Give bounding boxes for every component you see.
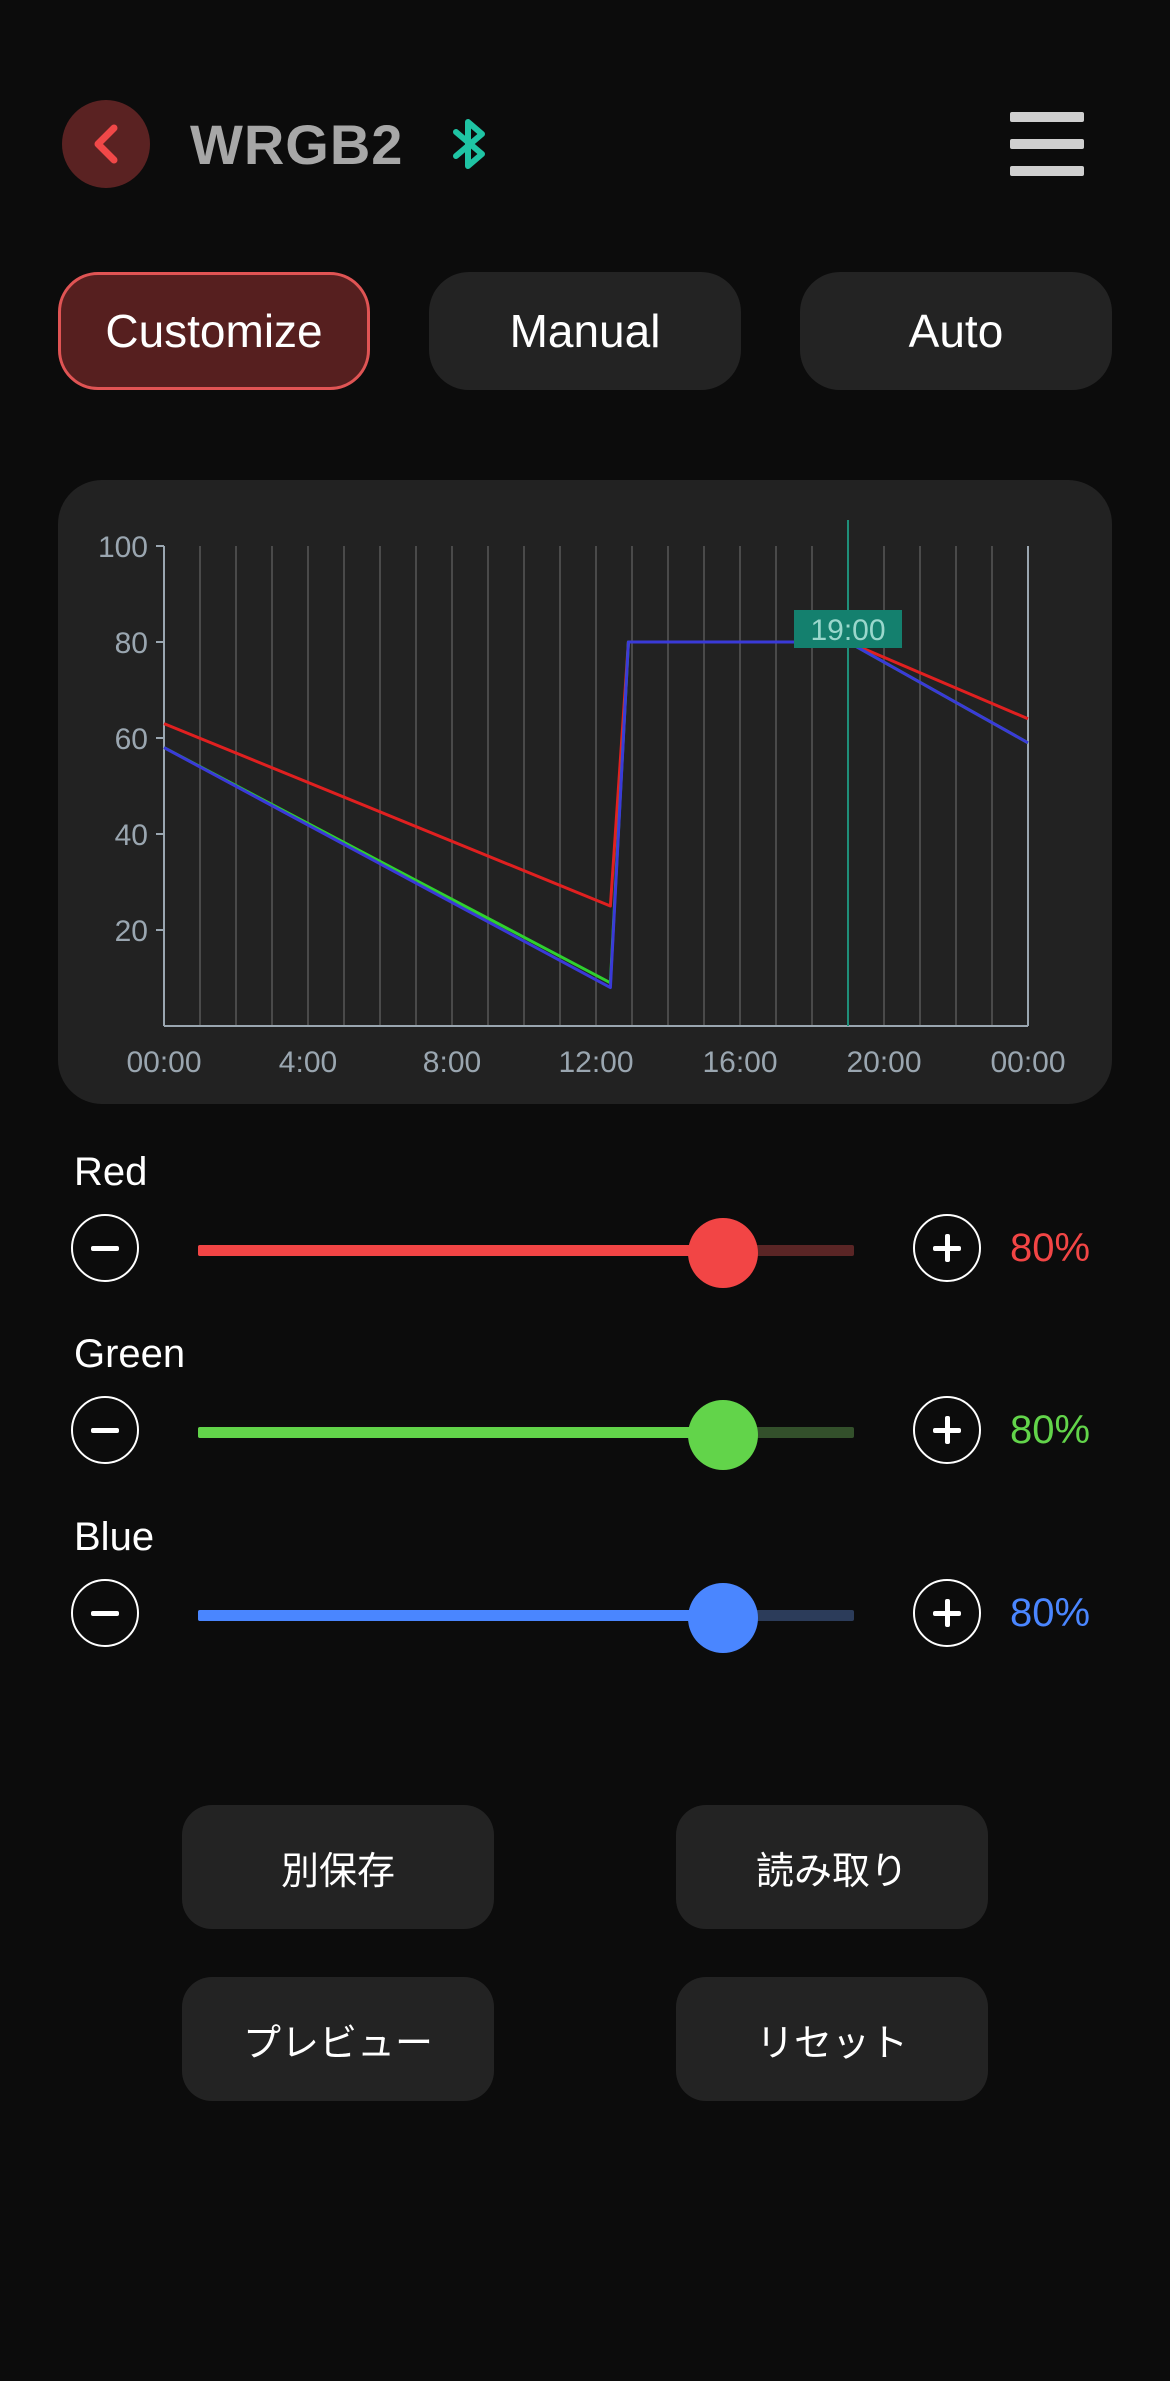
auto-mode-button[interactable]: Auto: [800, 272, 1112, 390]
schedule-chart[interactable]: 20 40 60 80 100 00:00 4:00 8:00 12:00 16:00 20:00 0…: [58, 480, 1112, 1104]
cursor-label: 19:00: [810, 614, 885, 647]
menu-bar: [1010, 139, 1084, 149]
green-increase-button[interactable]: [913, 1396, 981, 1464]
menu-bar: [1010, 166, 1084, 176]
hamburger-menu-icon: [1010, 112, 1084, 122]
menu-button[interactable]: [1010, 112, 1084, 176]
red-slider[interactable]: [198, 1218, 854, 1288]
y-tick-label: 40: [115, 819, 148, 852]
device-title: WRGB2: [190, 113, 404, 176]
read-button[interactable]: 読み取り: [676, 1805, 988, 1929]
slider-fill: [198, 1245, 723, 1256]
chevron-left-icon: [94, 124, 118, 164]
bluetooth-icon: [453, 119, 485, 169]
customize-mode-button[interactable]: Customize: [58, 272, 370, 390]
save-as-button[interactable]: 別保存: [182, 1805, 494, 1929]
green-value: 80%: [1010, 1408, 1091, 1452]
slider-fill: [198, 1427, 723, 1438]
header: WRGB2: [0, 0, 1170, 290]
slider-fill: [198, 1610, 723, 1621]
cursor-label-bg: [794, 610, 902, 648]
slider-thumb[interactable]: [687, 1583, 758, 1653]
slider-thumb[interactable]: [687, 1400, 758, 1470]
reset-button[interactable]: リセット: [676, 1977, 988, 2101]
y-tick-label: 80: [115, 627, 148, 660]
channel-label-red: Red: [74, 1150, 148, 1194]
green-slider[interactable]: [198, 1400, 854, 1470]
manual-mode-button[interactable]: Manual: [429, 272, 741, 390]
blue-value: 80%: [1010, 1591, 1091, 1635]
mode-selector: Customize Manual Auto: [58, 272, 1112, 390]
x-tick-label: 12:00: [558, 1046, 633, 1079]
red-decrease-button[interactable]: [71, 1214, 139, 1282]
blue-slider[interactable]: [198, 1583, 854, 1653]
x-tick-label: 00:00: [126, 1046, 201, 1079]
red-value: 80%: [1010, 1226, 1091, 1270]
blue-increase-button[interactable]: [913, 1579, 981, 1647]
channel-red: Red 80%: [0, 1150, 1170, 1320]
slider-thumb[interactable]: [687, 1218, 758, 1288]
x-tick-label: 00:00: [990, 1046, 1065, 1079]
x-tick-label: 16:00: [702, 1046, 777, 1079]
series-line: [163, 640, 1029, 990]
channel-label-green: Green: [74, 1332, 186, 1376]
y-tick-label: 100: [98, 531, 148, 564]
y-tick-label: 20: [115, 915, 148, 948]
red-increase-button[interactable]: [913, 1214, 981, 1282]
channel-label-blue: Blue: [74, 1515, 155, 1559]
green-decrease-button[interactable]: [71, 1396, 139, 1464]
x-tick-label: 8:00: [423, 1046, 481, 1079]
channel-green: Green 80%: [0, 1332, 1170, 1502]
back-button[interactable]: [62, 100, 150, 188]
x-tick-label: 20:00: [846, 1046, 921, 1079]
schedule-chart-card: 20 40 60 80 100 00:00 4:00 8:00 12:00 16:00 20:00 0…: [58, 480, 1112, 1104]
blue-decrease-button[interactable]: [71, 1579, 139, 1647]
preview-button[interactable]: プレビュー: [182, 1977, 494, 2101]
y-tick-label: 60: [115, 723, 148, 756]
x-tick-label: 4:00: [279, 1046, 337, 1079]
channel-blue: Blue 80%: [0, 1515, 1170, 1685]
